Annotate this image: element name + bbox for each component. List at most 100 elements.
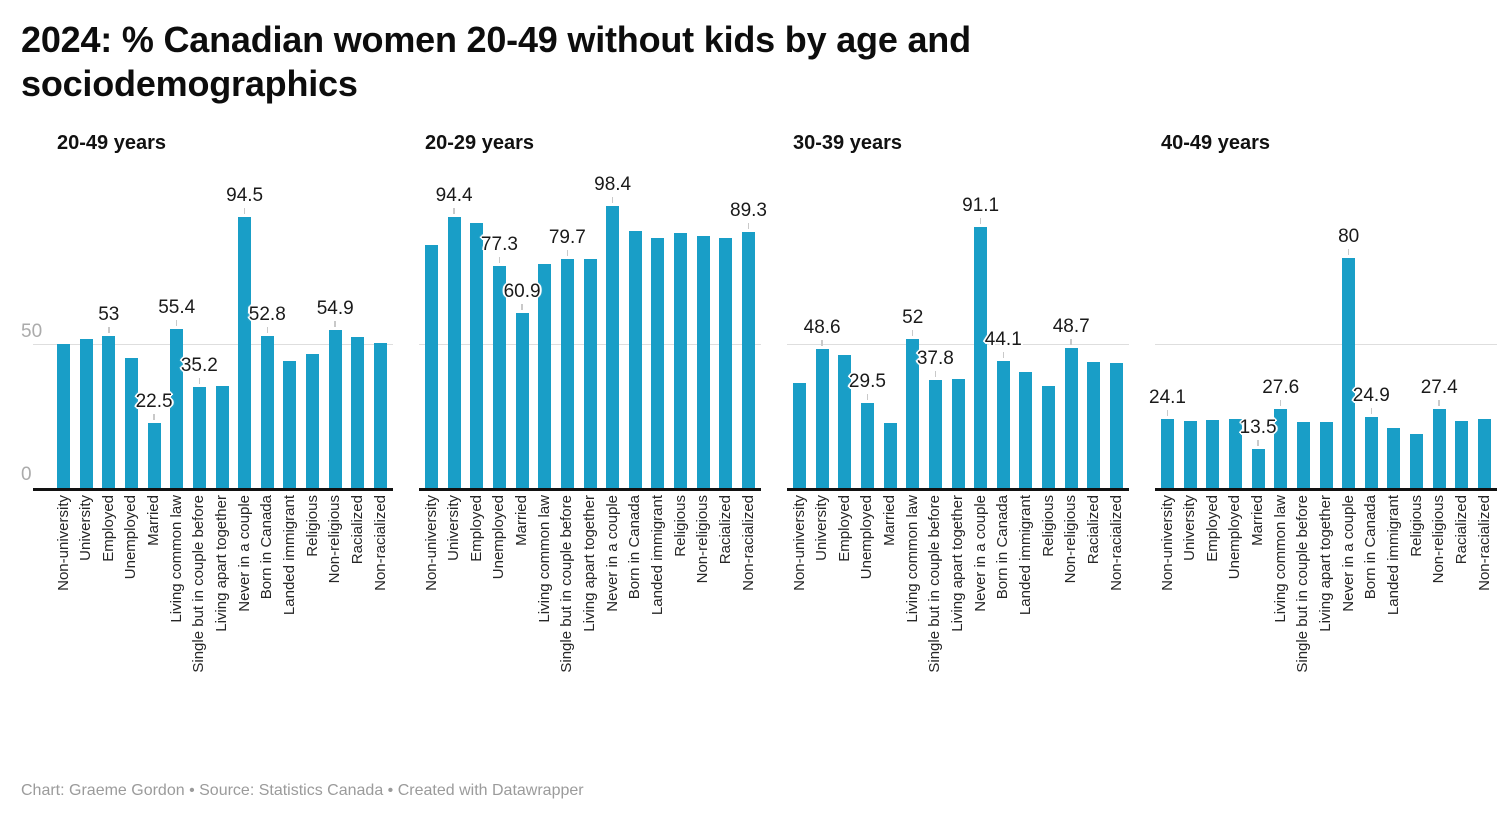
bar-non-religious (328, 330, 342, 488)
bar-value-label: 79.7 (548, 227, 586, 249)
bar-racialized (351, 337, 365, 488)
bar-value-label: 48.6 (803, 316, 841, 338)
x-tick-label: Unemployed (122, 495, 140, 580)
bar-single-but-in-couple-before (1296, 422, 1310, 488)
bar-value-label: 13.5 (1239, 417, 1277, 439)
bar-single-but-in-couple-before (928, 379, 942, 488)
bar-unemployed (124, 358, 138, 488)
bar-value-label: 24.1 (1149, 386, 1186, 408)
x-tick-label: Landed immigrant (280, 495, 298, 616)
value-label-tick (611, 196, 614, 203)
x-tick-label: Living common law (1271, 495, 1289, 623)
x-tick-label: Non-university (1158, 495, 1176, 591)
bar-landed-immigrant (1019, 371, 1033, 488)
x-tick-label: Single but in couple before (926, 495, 944, 673)
x-axis-labels: Non-university University Employed Unemploy… (1158, 495, 1493, 742)
bar-value-label: 91.1 (962, 194, 1000, 216)
x-tick-label: Racialized (1452, 495, 1470, 565)
x-tick-label: Born in Canada (258, 495, 276, 600)
bar-non-university (793, 382, 806, 488)
x-tick-label: Racialized (1084, 495, 1102, 565)
bar-racialized (719, 238, 733, 488)
bar-value-label: 94.4 (435, 185, 473, 207)
bar-employed (470, 223, 484, 488)
value-label-tick (453, 208, 455, 215)
bar-religious (674, 233, 688, 488)
x-tick-label: Married (1249, 495, 1267, 546)
value-label-tick (866, 394, 869, 401)
value-label-tick (1257, 440, 1259, 447)
x-tick-label: Non-religious (326, 495, 344, 584)
x-tick-label: Unemployed (858, 495, 876, 580)
bar-value-label: 60.9 (503, 281, 541, 303)
y-tick-label-50: 50 (21, 320, 43, 342)
bar-value-label: 27.4 (1420, 377, 1458, 399)
bar-religious (1042, 385, 1056, 488)
x-tick-label: Non-religious (1062, 495, 1080, 584)
x-tick-label: Single but in couple before (1294, 495, 1312, 673)
bar-value-label: 24.9 (1352, 384, 1390, 406)
bar-value-label: 52.8 (248, 304, 286, 326)
bar-never-in-a-couple (1342, 258, 1356, 488)
bar-value-label: 48.7 (1052, 316, 1090, 338)
plot-area: 94.4 77.3 60.9 79.7 98.4 89.3 (419, 174, 767, 491)
chart-panel: 20-49 years 0 50 53 22.5 55.4 35.2 94.5 52.8 54.9… (21, 132, 393, 742)
x-tick-label: Non-racialized (1475, 495, 1493, 591)
bar-value-label: 54.9 (316, 298, 354, 320)
bar-non-racialized (1110, 363, 1123, 488)
bar-employed (1206, 420, 1220, 488)
bar-non-religious (696, 235, 710, 488)
bar-value-label: 80 (1338, 226, 1360, 248)
plot-area: 48.6 29.5 52 37.8 91.1 44.1 48.7 (787, 195, 1129, 491)
value-label-tick (243, 207, 246, 214)
x-tick-label: Non-religious (694, 495, 712, 584)
value-label-tick (334, 321, 336, 328)
bar-value-label: 27.6 (1262, 376, 1300, 398)
bar-living-apart-together (1319, 422, 1333, 488)
x-tick-label: Never in a couple (235, 495, 253, 612)
value-label-tick (1166, 409, 1169, 416)
x-tick-label: Living common law (903, 495, 921, 623)
x-tick-label: Living common law (167, 495, 185, 623)
x-axis-line (787, 488, 1129, 491)
value-label-tick (175, 320, 178, 327)
x-tick-label: Racialized (348, 495, 366, 565)
footer-source: Source: Statistics Canada (199, 782, 384, 799)
y-gridline-50 (787, 343, 1129, 345)
bar-value-label: 22.5 (135, 391, 173, 413)
bar-employed (838, 354, 852, 488)
x-tick-label: Unemployed (1226, 495, 1244, 580)
bar-married (515, 313, 529, 488)
x-tick-label: Religious (1407, 495, 1425, 557)
x-tick-label: Living common law (535, 495, 553, 623)
bar-unemployed (492, 266, 506, 488)
value-label-tick (911, 329, 914, 336)
bar-never-in-a-couple (974, 226, 988, 488)
panels: 20-49 years 0 50 53 22.5 55.4 35.2 94.5 52.8 54.9… (21, 132, 1497, 742)
x-tick-label: Racialized (716, 495, 734, 565)
x-tick-label: Born in Canada (626, 495, 644, 600)
page-title: 2024: % Canadian women 20-49 without kid… (21, 19, 971, 104)
y-gridline-50 (33, 343, 393, 345)
x-tick-label: Never in a couple (603, 495, 621, 612)
bar-employed (102, 335, 116, 488)
x-tick-label: Non-religious (1430, 495, 1448, 584)
value-label-tick (108, 326, 110, 333)
bar-value-label: 44.1 (984, 329, 1022, 351)
x-tick-label: Employed (467, 495, 485, 562)
y-gridline-50 (1155, 343, 1497, 345)
bar-non-racialized (374, 342, 387, 488)
footer-created-link[interactable]: Created with Datawrapper (397, 782, 584, 799)
x-tick-label: University (1181, 495, 1199, 561)
value-label-tick (1070, 339, 1072, 346)
bar-born-in-canada (996, 361, 1010, 488)
x-tick-label: Living apart together (213, 495, 230, 632)
bar-non-racialized (1478, 419, 1491, 488)
bar-non-racialized (742, 231, 755, 488)
panel-title: 30-39 years (793, 132, 902, 154)
bar-living-common-law (1274, 408, 1288, 488)
bar-living-common-law (906, 338, 920, 488)
bar-non-university (1161, 418, 1174, 488)
bar-born-in-canada (628, 231, 642, 488)
bar-value-label: 52 (902, 306, 924, 328)
